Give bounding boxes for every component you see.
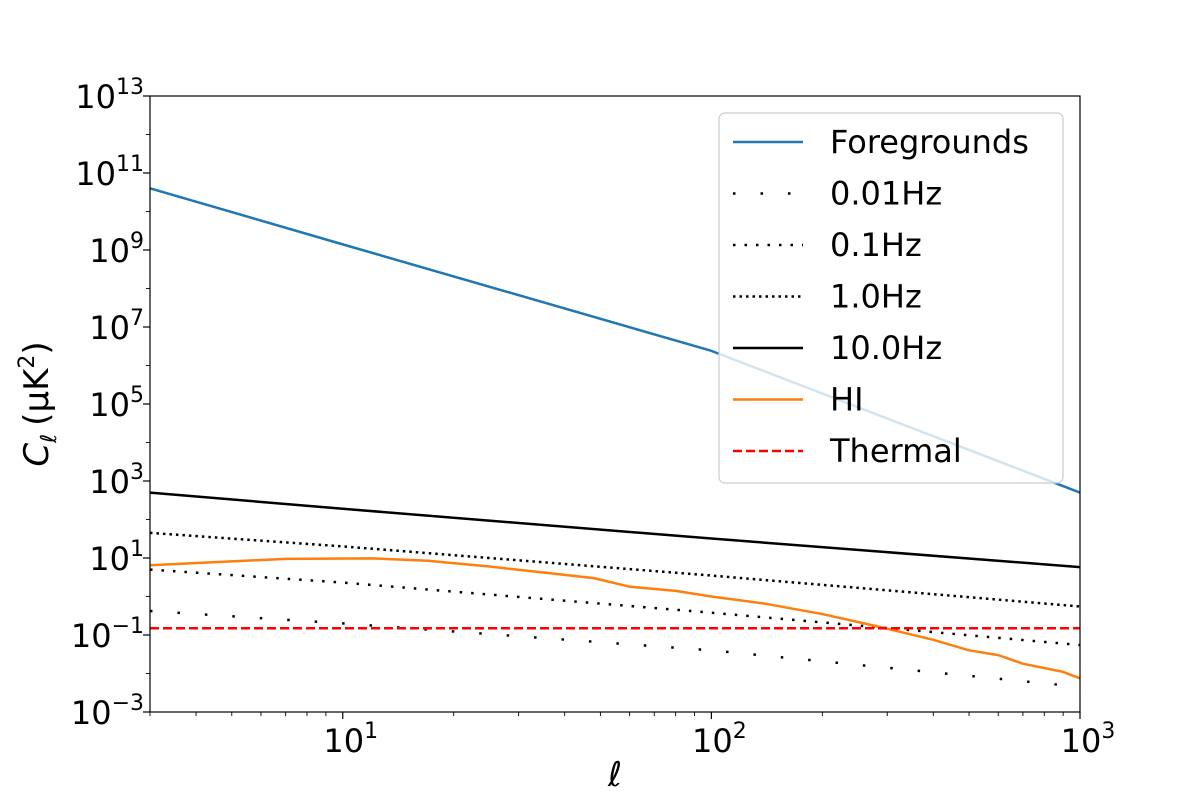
y-tick-base: 10 xyxy=(89,463,130,501)
legend-label: 10.0Hz xyxy=(830,329,942,367)
y-tick-label: 109 xyxy=(89,229,144,270)
x-tick-exp: 1 xyxy=(364,719,378,744)
legend-item-0-01hz: 0.01Hz xyxy=(733,175,942,213)
x-tick-base: 10 xyxy=(1061,722,1102,760)
y-tick-exp: 5 xyxy=(130,383,144,408)
plot-frame xyxy=(149,95,1081,713)
x-tick-labels: 101 102 103 xyxy=(323,719,1115,760)
y-axis-label-main: C xyxy=(17,443,57,467)
y-tick-base: 10 xyxy=(71,617,112,655)
y-axis-label-units-close: ) xyxy=(17,341,57,354)
y-tick-label: 10−3 xyxy=(71,691,144,732)
legend-label: Foregrounds xyxy=(830,123,1029,161)
x-tick-exp: 2 xyxy=(733,719,747,744)
y-tick-label: 107 xyxy=(89,306,144,347)
series-line-0-1hz xyxy=(150,568,1080,647)
legend-item-foregrounds: Foregrounds xyxy=(733,123,1029,161)
x-tick-label: 103 xyxy=(1061,719,1116,760)
y-tick-exp: −1 xyxy=(112,614,144,639)
y-tick-base: 10 xyxy=(89,309,130,347)
y-tick-label: 10−1 xyxy=(71,614,144,655)
y-tick-exp: 13 xyxy=(116,75,144,100)
legend-label: 1.0Hz xyxy=(830,278,922,316)
y-tick-exp: 9 xyxy=(130,229,144,254)
y-tick-base: 10 xyxy=(71,694,112,732)
y-axis-label-units-exp: 2 xyxy=(15,355,40,369)
legend-item-1-0hz: 1.0Hz xyxy=(733,278,922,316)
y-tick-exp: 11 xyxy=(116,152,144,177)
series-line-10-0hz xyxy=(150,491,1080,569)
legend-item-0-1hz: 0.1Hz xyxy=(733,226,922,264)
y-tick-base: 10 xyxy=(89,540,130,578)
y-tick-exp: 3 xyxy=(130,460,144,485)
y-axis-label-sub: ℓ xyxy=(37,434,62,444)
y-tick-label: 105 xyxy=(89,383,144,424)
legend-item-hi: HI xyxy=(733,381,864,419)
x-axis-label: ℓ xyxy=(607,755,622,795)
legend-box xyxy=(718,112,1064,484)
x-tick-exp: 3 xyxy=(1101,719,1115,744)
series-line-hi xyxy=(150,557,1080,680)
y-tick-base: 10 xyxy=(75,78,116,116)
x-tick-label: 101 xyxy=(323,719,378,760)
series-line-1-0hz xyxy=(150,531,1080,608)
legend-label: 0.1Hz xyxy=(830,226,922,264)
y-axis-label-units: (μK xyxy=(17,367,57,426)
y-tick-exp: 7 xyxy=(130,306,144,331)
y-tick-label: 101 xyxy=(89,537,144,578)
series-line-0-01hz xyxy=(150,609,1080,689)
legend-label: Thermal xyxy=(829,432,962,470)
y-tick-base: 10 xyxy=(75,155,116,193)
y-tick-base: 10 xyxy=(89,232,130,270)
legend: Foregrounds 0.01Hz 0.1Hz 1.0Hz 10.0Hz HI Therm… xyxy=(718,112,1064,484)
legend-label: 0.01Hz xyxy=(830,175,942,213)
legend-label: HI xyxy=(830,381,864,419)
x-tick-base: 10 xyxy=(692,722,733,760)
legend-item-10-0hz: 10.0Hz xyxy=(733,329,942,367)
y-tick-label: 1011 xyxy=(75,152,144,193)
x-tick-base: 10 xyxy=(323,722,364,760)
y-axis-label: Cℓ (μK2) xyxy=(15,341,62,466)
legend-item-thermal: Thermal xyxy=(733,432,962,470)
axis-ticks xyxy=(143,95,1081,719)
y-tick-exp: −3 xyxy=(112,691,144,716)
y-tick-label: 1013 xyxy=(75,75,144,116)
y-tick-base: 10 xyxy=(89,386,130,424)
x-tick-label: 102 xyxy=(692,719,747,760)
y-tick-exp: 1 xyxy=(130,537,144,562)
y-tick-label: 103 xyxy=(89,460,144,501)
